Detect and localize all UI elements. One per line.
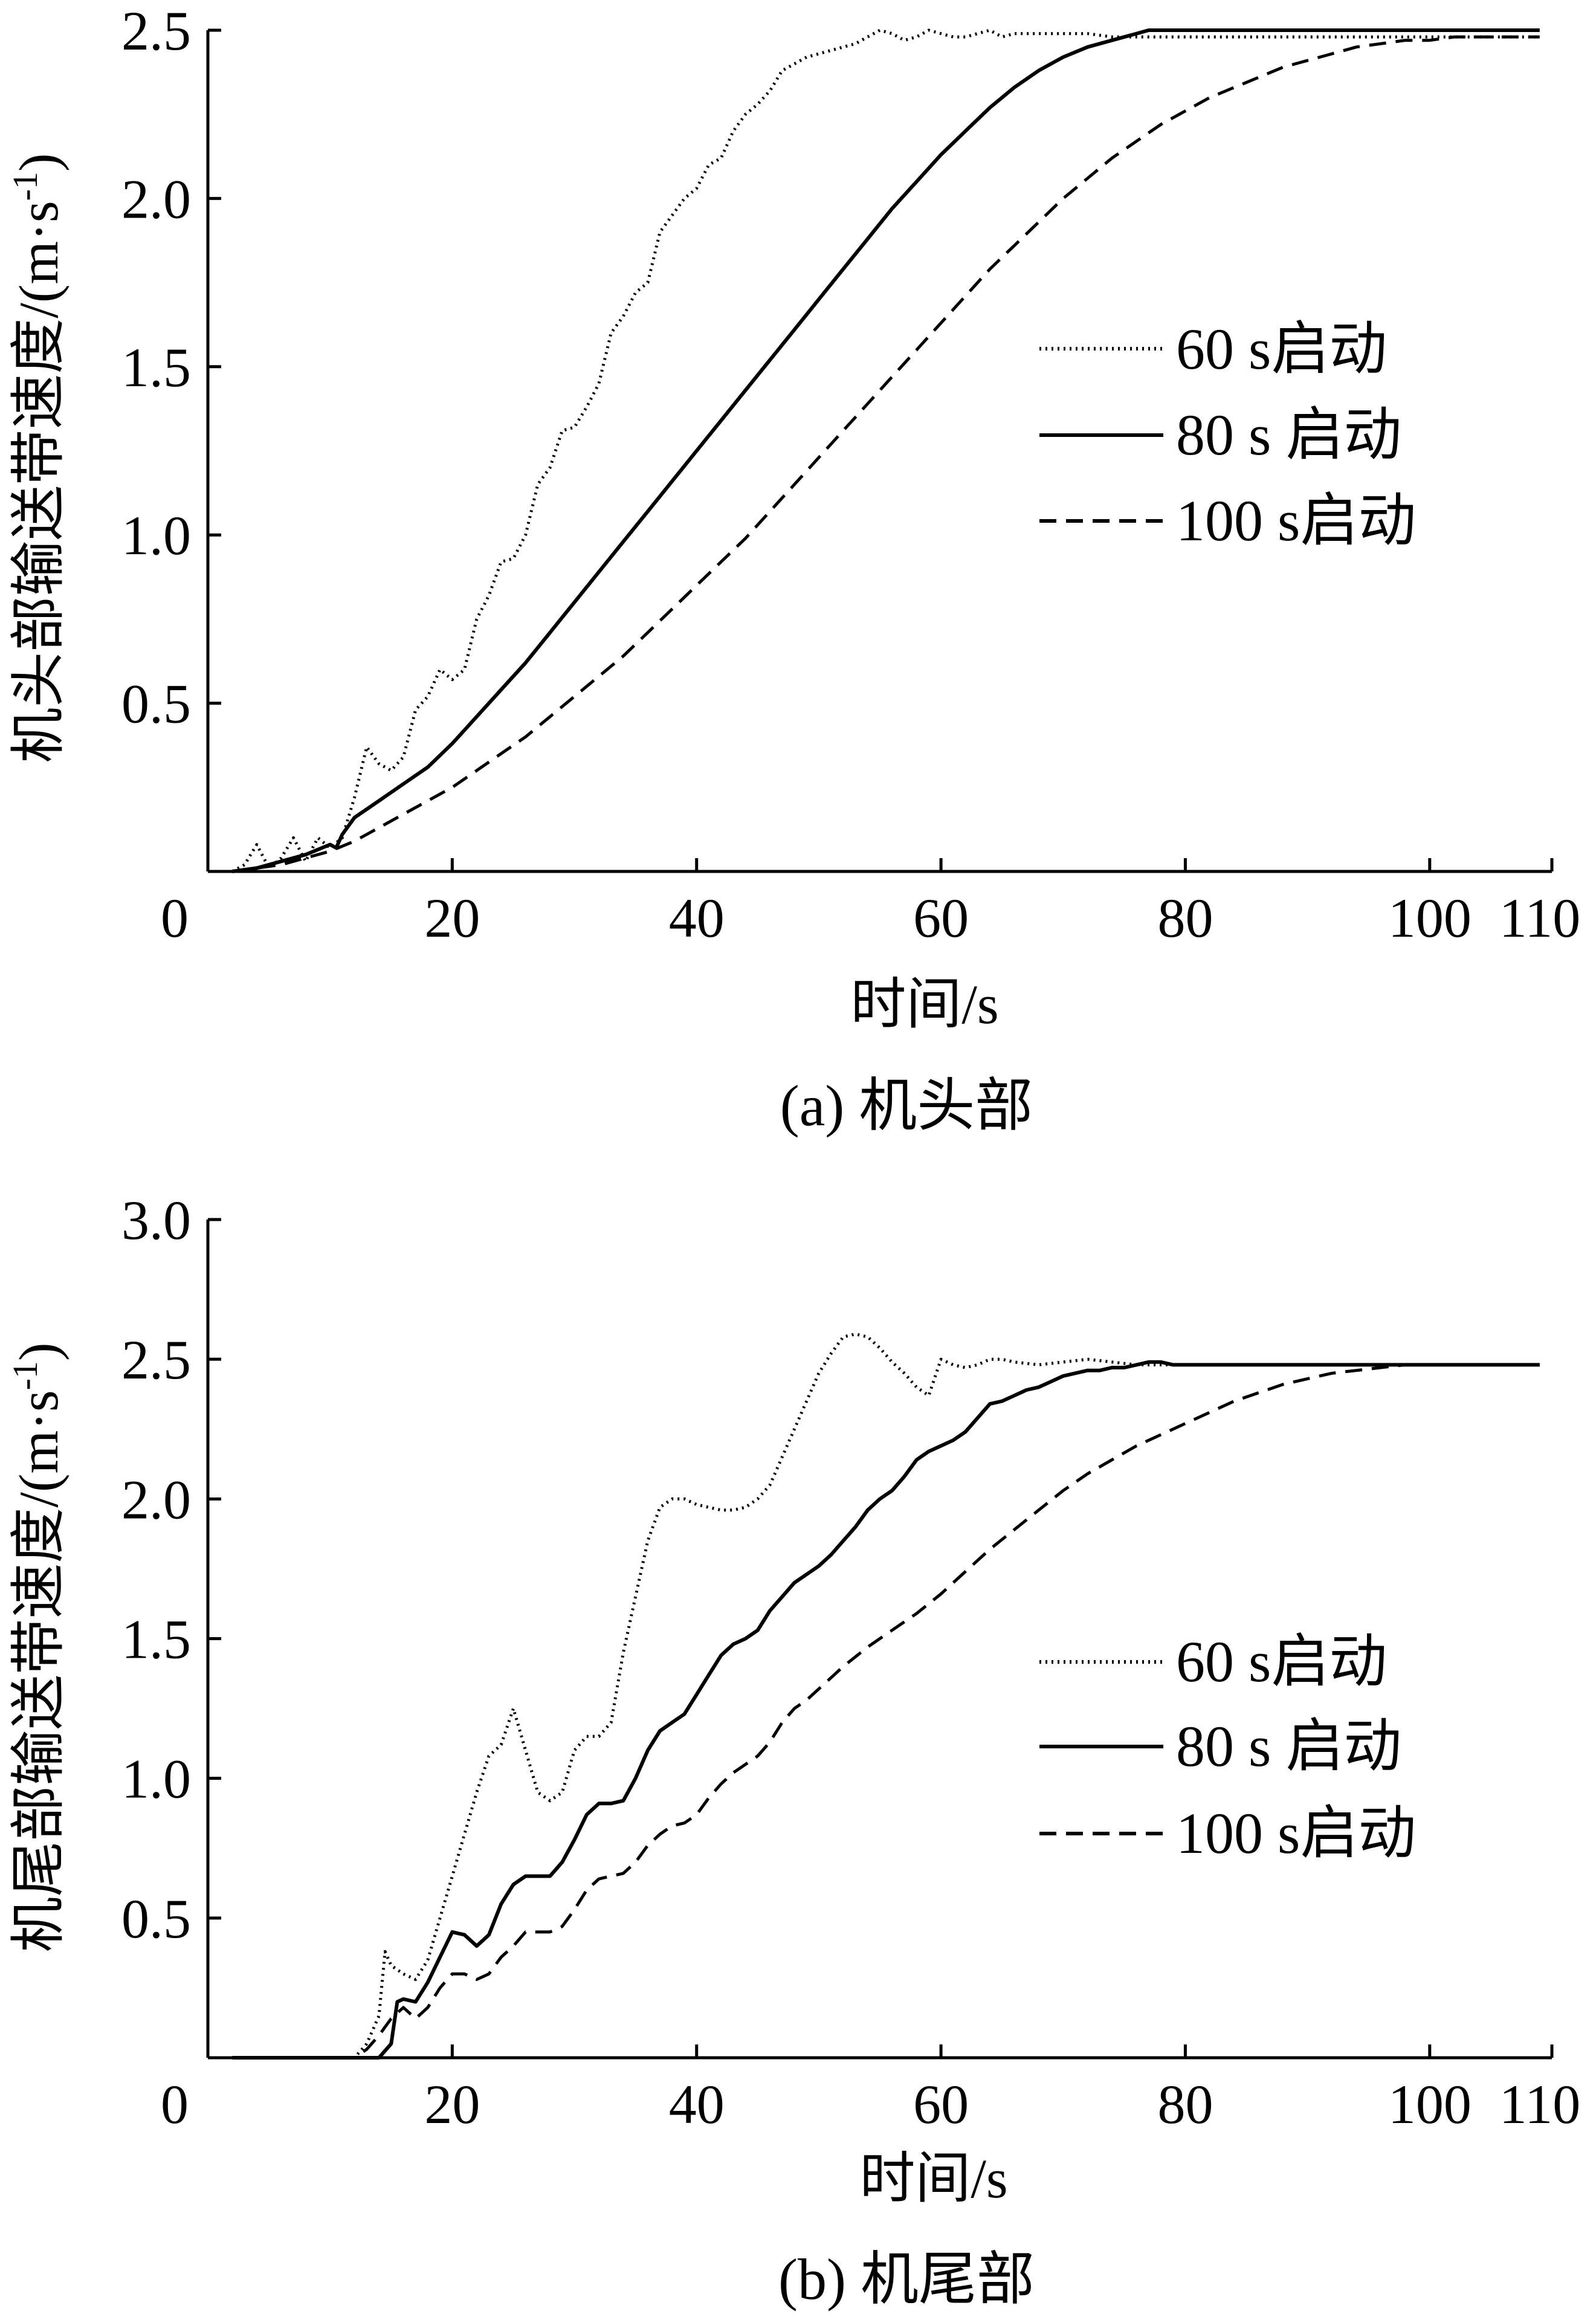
x-tick-label-b-100: 100	[1388, 2073, 1472, 2135]
x-tick-label-b-20: 20	[424, 2073, 480, 2135]
ticks-b: 0 20 40 60 80 100 110 0.5 1.0 1.5 2.0 2.5 3.0	[121, 1189, 1580, 2135]
chart-panel-a: 0 20 40 60 80 100 110 0.5 1.0 1.5 2.0 2.5 机头部输送带速度/…	[5, 0, 1580, 1138]
x-tick-label-b-40: 40	[669, 2073, 725, 2135]
legend-item-a-80s: 80 s 启动	[1039, 402, 1401, 467]
legend-label-a-60s: 60 s启动	[1176, 317, 1387, 381]
series-line-b-80-s	[232, 1360, 1540, 2060]
y-tick-label-a-2-0: 2.0	[121, 168, 191, 230]
caption-b: (b) 机尾部	[778, 2247, 1035, 2312]
legend-item-a-60s: 60 s启动	[1039, 317, 1387, 381]
legend-item-b-80s: 80 s 启动	[1039, 1714, 1401, 1779]
legend-a: 60 s启动 80 s 启动 100 s启动	[1039, 317, 1416, 553]
legend-label-a-80s: 80 s 启动	[1176, 402, 1401, 467]
legend-label-b-60s: 60 s启动	[1176, 1629, 1387, 1694]
y-tick-label-b-3-0: 3.0	[121, 1189, 191, 1251]
legend-label-a-100s: 100 s启动	[1176, 488, 1416, 553]
x-tick-label-b-80: 80	[1157, 2073, 1213, 2135]
legend-label-b-80s: 80 s 启动	[1176, 1714, 1401, 1779]
x-tick-label-b-110: 110	[1499, 2073, 1581, 2135]
legend-item-b-100s: 100 s启动	[1039, 1801, 1416, 1866]
xlabel-b: 时间/s	[859, 2148, 1007, 2209]
y-tick-label-a-2-5: 2.5	[121, 0, 191, 62]
legend-label-b-100s: 100 s启动	[1176, 1801, 1416, 1866]
series-lines-a	[231, 28, 1540, 873]
y-tick-label-b-0-5: 0.5	[121, 1888, 191, 1950]
x-tick-label-b-0: 0	[161, 2073, 189, 2135]
x-tick-label-b-60: 60	[913, 2073, 969, 2135]
legend-b: 60 s启动 80 s 启动 100 s启动	[1039, 1629, 1416, 1866]
axes-a	[206, 30, 1552, 873]
series-line-b-100-s	[232, 1363, 1540, 2060]
y-tick-label-a-1-5: 1.5	[121, 337, 191, 398]
series-lines-b	[232, 1333, 1540, 2060]
y-tick-label-b-1-0: 1.0	[121, 1748, 191, 1810]
y-tick-label-b-1-5: 1.5	[121, 1609, 191, 1670]
ticks-a: 0 20 40 60 80 100 110 0.5 1.0 1.5 2.0 2.5	[121, 0, 1580, 949]
caption-a: (a) 机头部	[780, 1073, 1033, 1138]
x-tick-label-a-110: 110	[1499, 887, 1581, 949]
x-tick-label-a-20: 20	[424, 887, 480, 949]
ylabel-b: 机尾部输送带速度/(m·s-1)	[5, 1342, 69, 1952]
chart-panel-b: 0 20 40 60 80 100 110 0.5 1.0 1.5 2.0 2.5 3.0 机尾部输送带…	[5, 1189, 1580, 2312]
legend-item-a-100s: 100 s启动	[1039, 488, 1416, 553]
xlabel-a: 时间/s	[850, 974, 998, 1035]
x-tick-label-a-40: 40	[669, 887, 725, 949]
series-line-a-80-s	[231, 28, 1540, 873]
ylabel-a: 机头部输送带速度/(m·s-1)	[5, 153, 69, 763]
legend-item-b-60s: 60 s启动	[1039, 1629, 1387, 1694]
y-tick-label-b-2-0: 2.0	[121, 1469, 191, 1530]
y-tick-label-a-0-5: 0.5	[121, 673, 191, 735]
x-tick-label-a-80: 80	[1157, 887, 1213, 949]
y-tick-label-a-1-0: 1.0	[121, 505, 191, 566]
x-tick-label-a-0: 0	[161, 887, 189, 949]
x-tick-label-a-100: 100	[1388, 887, 1472, 949]
x-tick-label-a-60: 60	[913, 887, 969, 949]
y-tick-label-b-2-5: 2.5	[121, 1329, 191, 1391]
